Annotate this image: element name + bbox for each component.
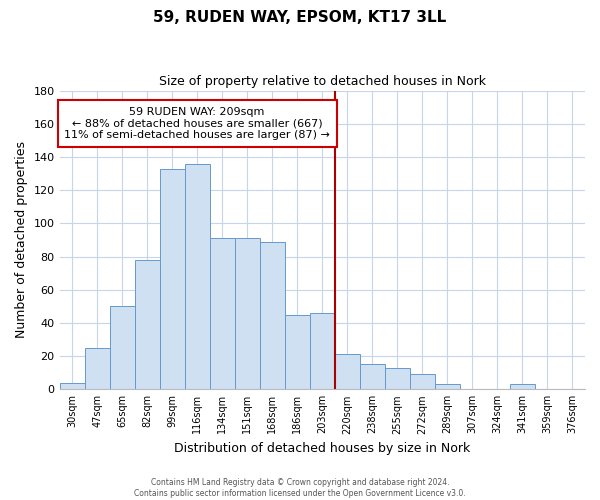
Bar	[285, 314, 310, 390]
Bar	[185, 164, 209, 390]
Bar	[160, 168, 185, 390]
Text: Contains HM Land Registry data © Crown copyright and database right 2024.
Contai: Contains HM Land Registry data © Crown c…	[134, 478, 466, 498]
Bar	[360, 364, 385, 390]
Bar	[310, 313, 335, 390]
Bar	[435, 384, 460, 390]
Bar	[85, 348, 110, 390]
X-axis label: Distribution of detached houses by size in Nork: Distribution of detached houses by size …	[174, 442, 470, 455]
Bar	[134, 260, 160, 390]
Text: 59 RUDEN WAY: 209sqm
← 88% of detached houses are smaller (667)
11% of semi-deta: 59 RUDEN WAY: 209sqm ← 88% of detached h…	[64, 107, 330, 140]
Bar	[209, 238, 235, 390]
Bar	[110, 306, 134, 390]
Bar	[410, 374, 435, 390]
Bar	[235, 238, 260, 390]
Bar	[260, 242, 285, 390]
Bar	[335, 354, 360, 390]
Bar	[385, 368, 410, 390]
Y-axis label: Number of detached properties: Number of detached properties	[15, 142, 28, 338]
Text: 59, RUDEN WAY, EPSOM, KT17 3LL: 59, RUDEN WAY, EPSOM, KT17 3LL	[154, 10, 446, 25]
Bar	[59, 382, 85, 390]
Bar	[510, 384, 535, 390]
Title: Size of property relative to detached houses in Nork: Size of property relative to detached ho…	[159, 75, 486, 88]
